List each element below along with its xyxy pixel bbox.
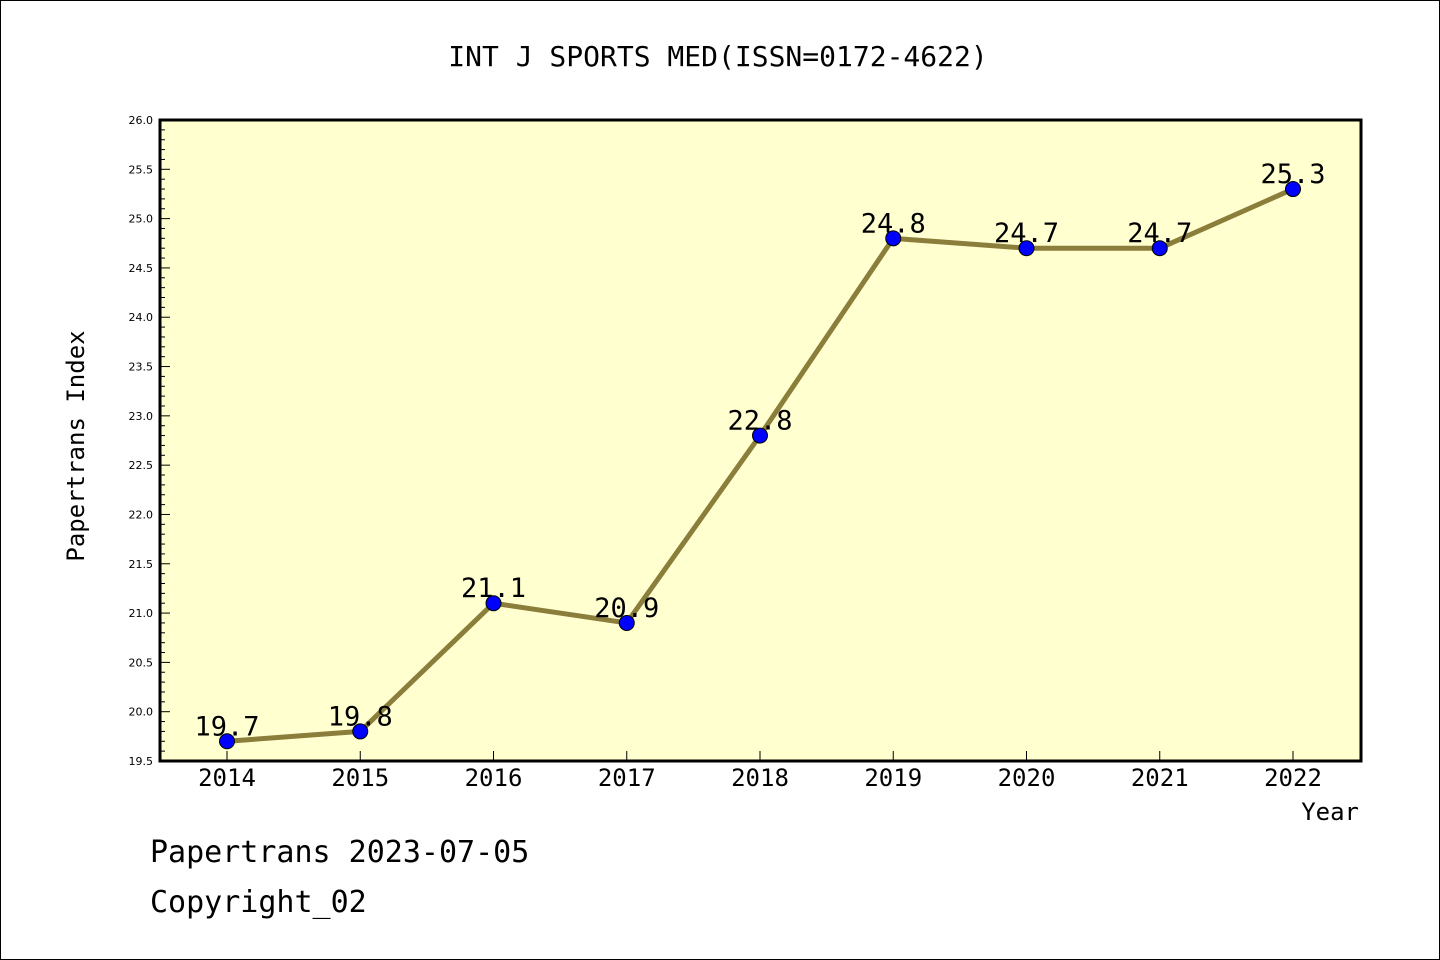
y-tick-label: 21.0 bbox=[129, 607, 154, 620]
x-axis: 2014 2015 2016 2017 2018 2019 2020 2021 2022 bbox=[198, 751, 1322, 792]
data-label: 24.7 bbox=[1127, 218, 1192, 249]
x-tick-label: 2022 bbox=[1264, 764, 1322, 792]
y-tick-label: 20.0 bbox=[129, 706, 154, 719]
data-point bbox=[752, 427, 768, 444]
y-tick-label: 23.5 bbox=[129, 361, 154, 374]
x-tick-label: 2015 bbox=[331, 764, 389, 792]
data-point bbox=[618, 614, 635, 631]
chart-title: INT J SPORTS MED(ISSN=0172-4622) bbox=[448, 40, 987, 73]
x-tick-label: 2014 bbox=[198, 764, 256, 792]
data-point bbox=[1018, 240, 1035, 257]
y-axis: 19.5 20.0 20.5 21.0 21.5 22.0 22.5 23.0 23.5 24.0… bbox=[129, 114, 170, 768]
data-labels: 19.7 19.8 21.1 20.9 22.8 24.8 24.7 24.7 25.3 bbox=[194, 159, 1325, 742]
y-tick-label: 25.0 bbox=[129, 213, 154, 226]
x-tick-label: 2016 bbox=[465, 764, 523, 792]
y-tick-label: 25.5 bbox=[129, 163, 154, 176]
y-tick-label: 24.5 bbox=[129, 262, 154, 275]
y-tick-label: 22.5 bbox=[129, 459, 154, 472]
footer-copyright: Copyright_02 bbox=[150, 885, 367, 920]
x-tick-label: 2018 bbox=[731, 764, 789, 792]
data-label: 22.8 bbox=[727, 406, 792, 437]
data-label: 25.3 bbox=[1260, 159, 1325, 190]
data-label: 20.9 bbox=[594, 593, 659, 624]
data-label: 24.8 bbox=[861, 208, 926, 239]
y-tick-label: 26.0 bbox=[129, 114, 154, 127]
data-point bbox=[1285, 181, 1301, 198]
data-point bbox=[219, 733, 235, 750]
data-point bbox=[1151, 240, 1168, 257]
y-tick-label: 19.5 bbox=[129, 755, 154, 768]
data-label: 19.7 bbox=[194, 711, 259, 742]
x-tick-label: 2019 bbox=[864, 764, 922, 792]
data-label: 24.7 bbox=[994, 218, 1059, 249]
x-tick-label: 2017 bbox=[598, 764, 656, 792]
x-tick-label: 2020 bbox=[998, 764, 1056, 792]
data-label: 19.8 bbox=[328, 701, 393, 732]
footer-date: Papertrans 2023-07-05 bbox=[150, 835, 530, 870]
data-point bbox=[352, 723, 369, 740]
plot-border bbox=[158, 118, 1363, 763]
y-axis-label: Papertrans Index bbox=[62, 330, 90, 561]
data-points bbox=[219, 181, 1301, 750]
y-tick-label: 20.5 bbox=[129, 656, 154, 669]
data-label: 21.1 bbox=[461, 573, 526, 604]
y-tick-label: 22.0 bbox=[129, 508, 154, 521]
data-point bbox=[485, 595, 502, 612]
x-axis-label: Year bbox=[1301, 798, 1359, 826]
x-tick-label: 2021 bbox=[1131, 764, 1189, 792]
y-tick-label: 21.5 bbox=[129, 558, 154, 571]
data-point bbox=[885, 230, 902, 247]
y-tick-label: 23.0 bbox=[129, 410, 154, 423]
y-tick-label: 24.0 bbox=[129, 311, 154, 324]
